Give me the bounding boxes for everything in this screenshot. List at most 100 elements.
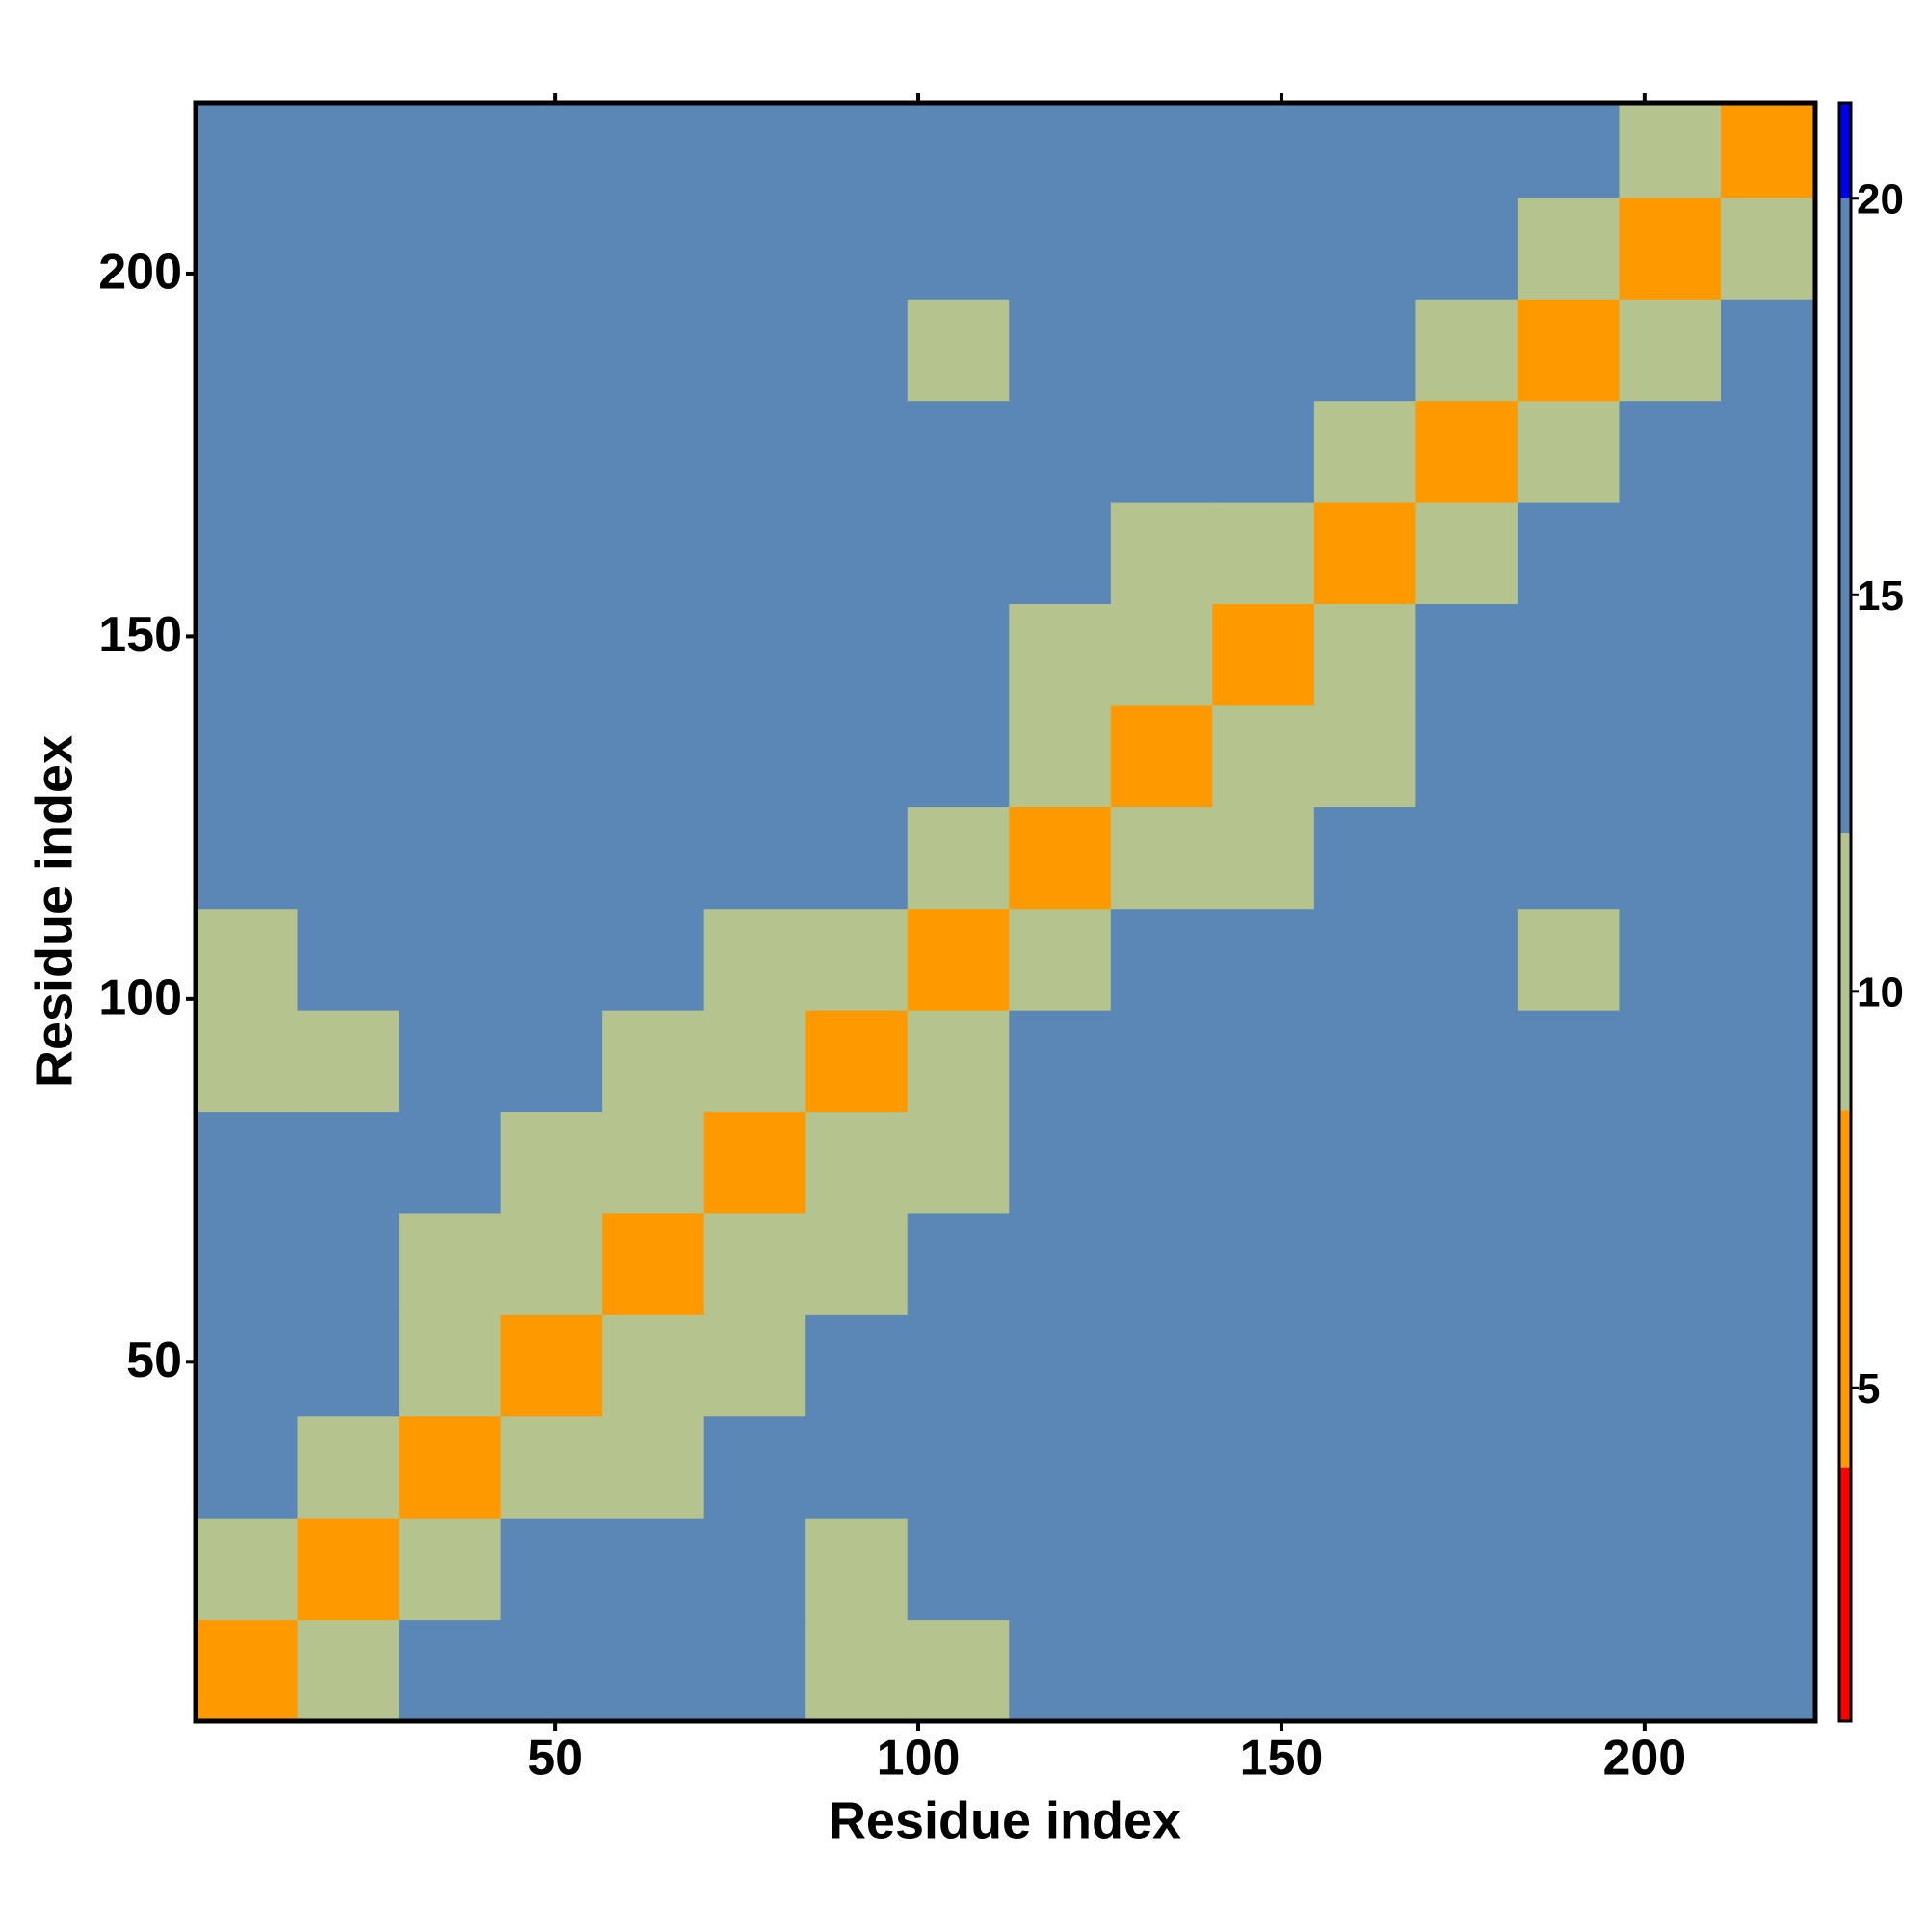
heatmap-cell [1619,807,1722,910]
heatmap-cell [1009,1010,1112,1113]
heatmap-cell [399,1010,502,1113]
heatmap-cell [1415,1314,1518,1417]
heatmap-cell [1313,603,1416,706]
heatmap-cell [1619,1010,1722,1113]
heatmap-cell [1009,299,1112,402]
heatmap-cell [1313,807,1416,910]
heatmap-cell [1721,502,1816,605]
heatmap-cell [196,1212,299,1315]
heatmap-cell [1721,1619,1816,1722]
heatmap-cell [1110,1619,1213,1722]
heatmap-cell [1110,502,1213,605]
heatmap-cell [805,807,909,910]
heatmap-cell [602,502,705,605]
heatmap-cell [602,1314,705,1417]
heatmap-cell [399,299,502,402]
heatmap-cell [907,908,1010,1011]
heatmap-cell [297,704,400,807]
heatmap-cell [1009,502,1112,605]
heatmap-cell [1009,704,1112,807]
heatmap-cell [1313,1314,1416,1417]
heatmap-cell [1517,603,1620,706]
heatmap-cell [399,1518,502,1621]
heatmap-cell [805,197,909,300]
heatmap-cell [805,603,909,706]
heatmap-cell [399,704,502,807]
heatmap-cell [703,197,806,300]
heatmap-cell [907,1416,1010,1519]
heatmap-cell [1721,197,1816,300]
heatmap-cell [297,1518,400,1621]
colorbar-segment [1839,833,1851,1111]
heatmap-cell [500,299,603,402]
heatmap-cell [1517,1518,1620,1621]
heatmap-cell [703,603,806,706]
heatmap-cell [1721,704,1816,807]
heatmap-cell [500,502,603,605]
heatmap-cell [1212,299,1315,402]
heatmap-cell [196,103,299,198]
heatmap-cell [602,1619,705,1722]
heatmap-cell [1721,1111,1816,1214]
heatmap-cell [297,807,400,910]
heatmap-cell [805,1518,909,1621]
heatmap-cell [907,1518,1010,1621]
x-tick-label: 200 [1602,1731,1686,1786]
heatmap-cell [1619,1416,1722,1519]
heatmap-cell [703,704,806,807]
heatmap-cell [1619,502,1722,605]
heatmap-cell [1619,1314,1722,1417]
heatmap-cell [1721,603,1816,706]
heatmap-cell [907,603,1010,706]
heatmap-cell [1517,1619,1620,1722]
heatmap-cell [907,502,1010,605]
heatmap-cell [1619,1212,1722,1315]
y-tick-label: 150 [98,607,182,663]
heatmap-cell [1517,103,1620,198]
colorbar-segment [1839,1110,1851,1468]
heatmap-cell [399,1619,502,1722]
heatmap-cell [399,807,502,910]
heatmap-cell [805,908,909,1011]
heatmap-cell [1009,197,1112,300]
heatmap-cell [1212,103,1315,198]
heatmap-cell [1313,704,1416,807]
heatmap-cell [196,807,299,910]
heatmap-cell [196,704,299,807]
heatmap-cell [399,1212,502,1315]
heatmap-cell [1110,1111,1213,1214]
heatmap-cell [703,1416,806,1519]
heatmap-cell [500,1010,603,1113]
heatmap-cell [1415,1010,1518,1113]
heatmap-cell [399,103,502,198]
heatmap-cell [602,197,705,300]
heatmap-cell [1110,1518,1213,1621]
heatmap-cell [1110,1010,1213,1113]
heatmap-cell [907,807,1010,910]
heatmap-cell [1619,908,1722,1011]
heatmap-cell [1212,1010,1315,1113]
heatmap-cell [1110,299,1213,402]
colorbar-segment [1839,1467,1851,1721]
heatmap-cell [907,1619,1010,1722]
heatmap-cell [1212,908,1315,1011]
heatmap-cell [1110,908,1213,1011]
heatmap-cell [1212,502,1315,605]
heatmap-cell [1721,1314,1816,1417]
heatmap-cell [1313,1212,1416,1315]
heatmap-cell [1313,908,1416,1011]
heatmap-cell [805,1010,909,1113]
heatmap-cell [1721,1416,1816,1519]
heatmap-cell [399,908,502,1011]
heatmap-cell [602,1111,705,1214]
heatmap-cell [1009,1416,1112,1519]
heatmap-cell [1009,400,1112,503]
heatmap-cell [196,299,299,402]
heatmap-cell [602,908,705,1011]
heatmap-cell [1110,603,1213,706]
heatmap-cell [297,908,400,1011]
heatmap-cell [703,1111,806,1214]
heatmap-cell [1517,502,1620,605]
heatmap-cell [500,1111,603,1214]
